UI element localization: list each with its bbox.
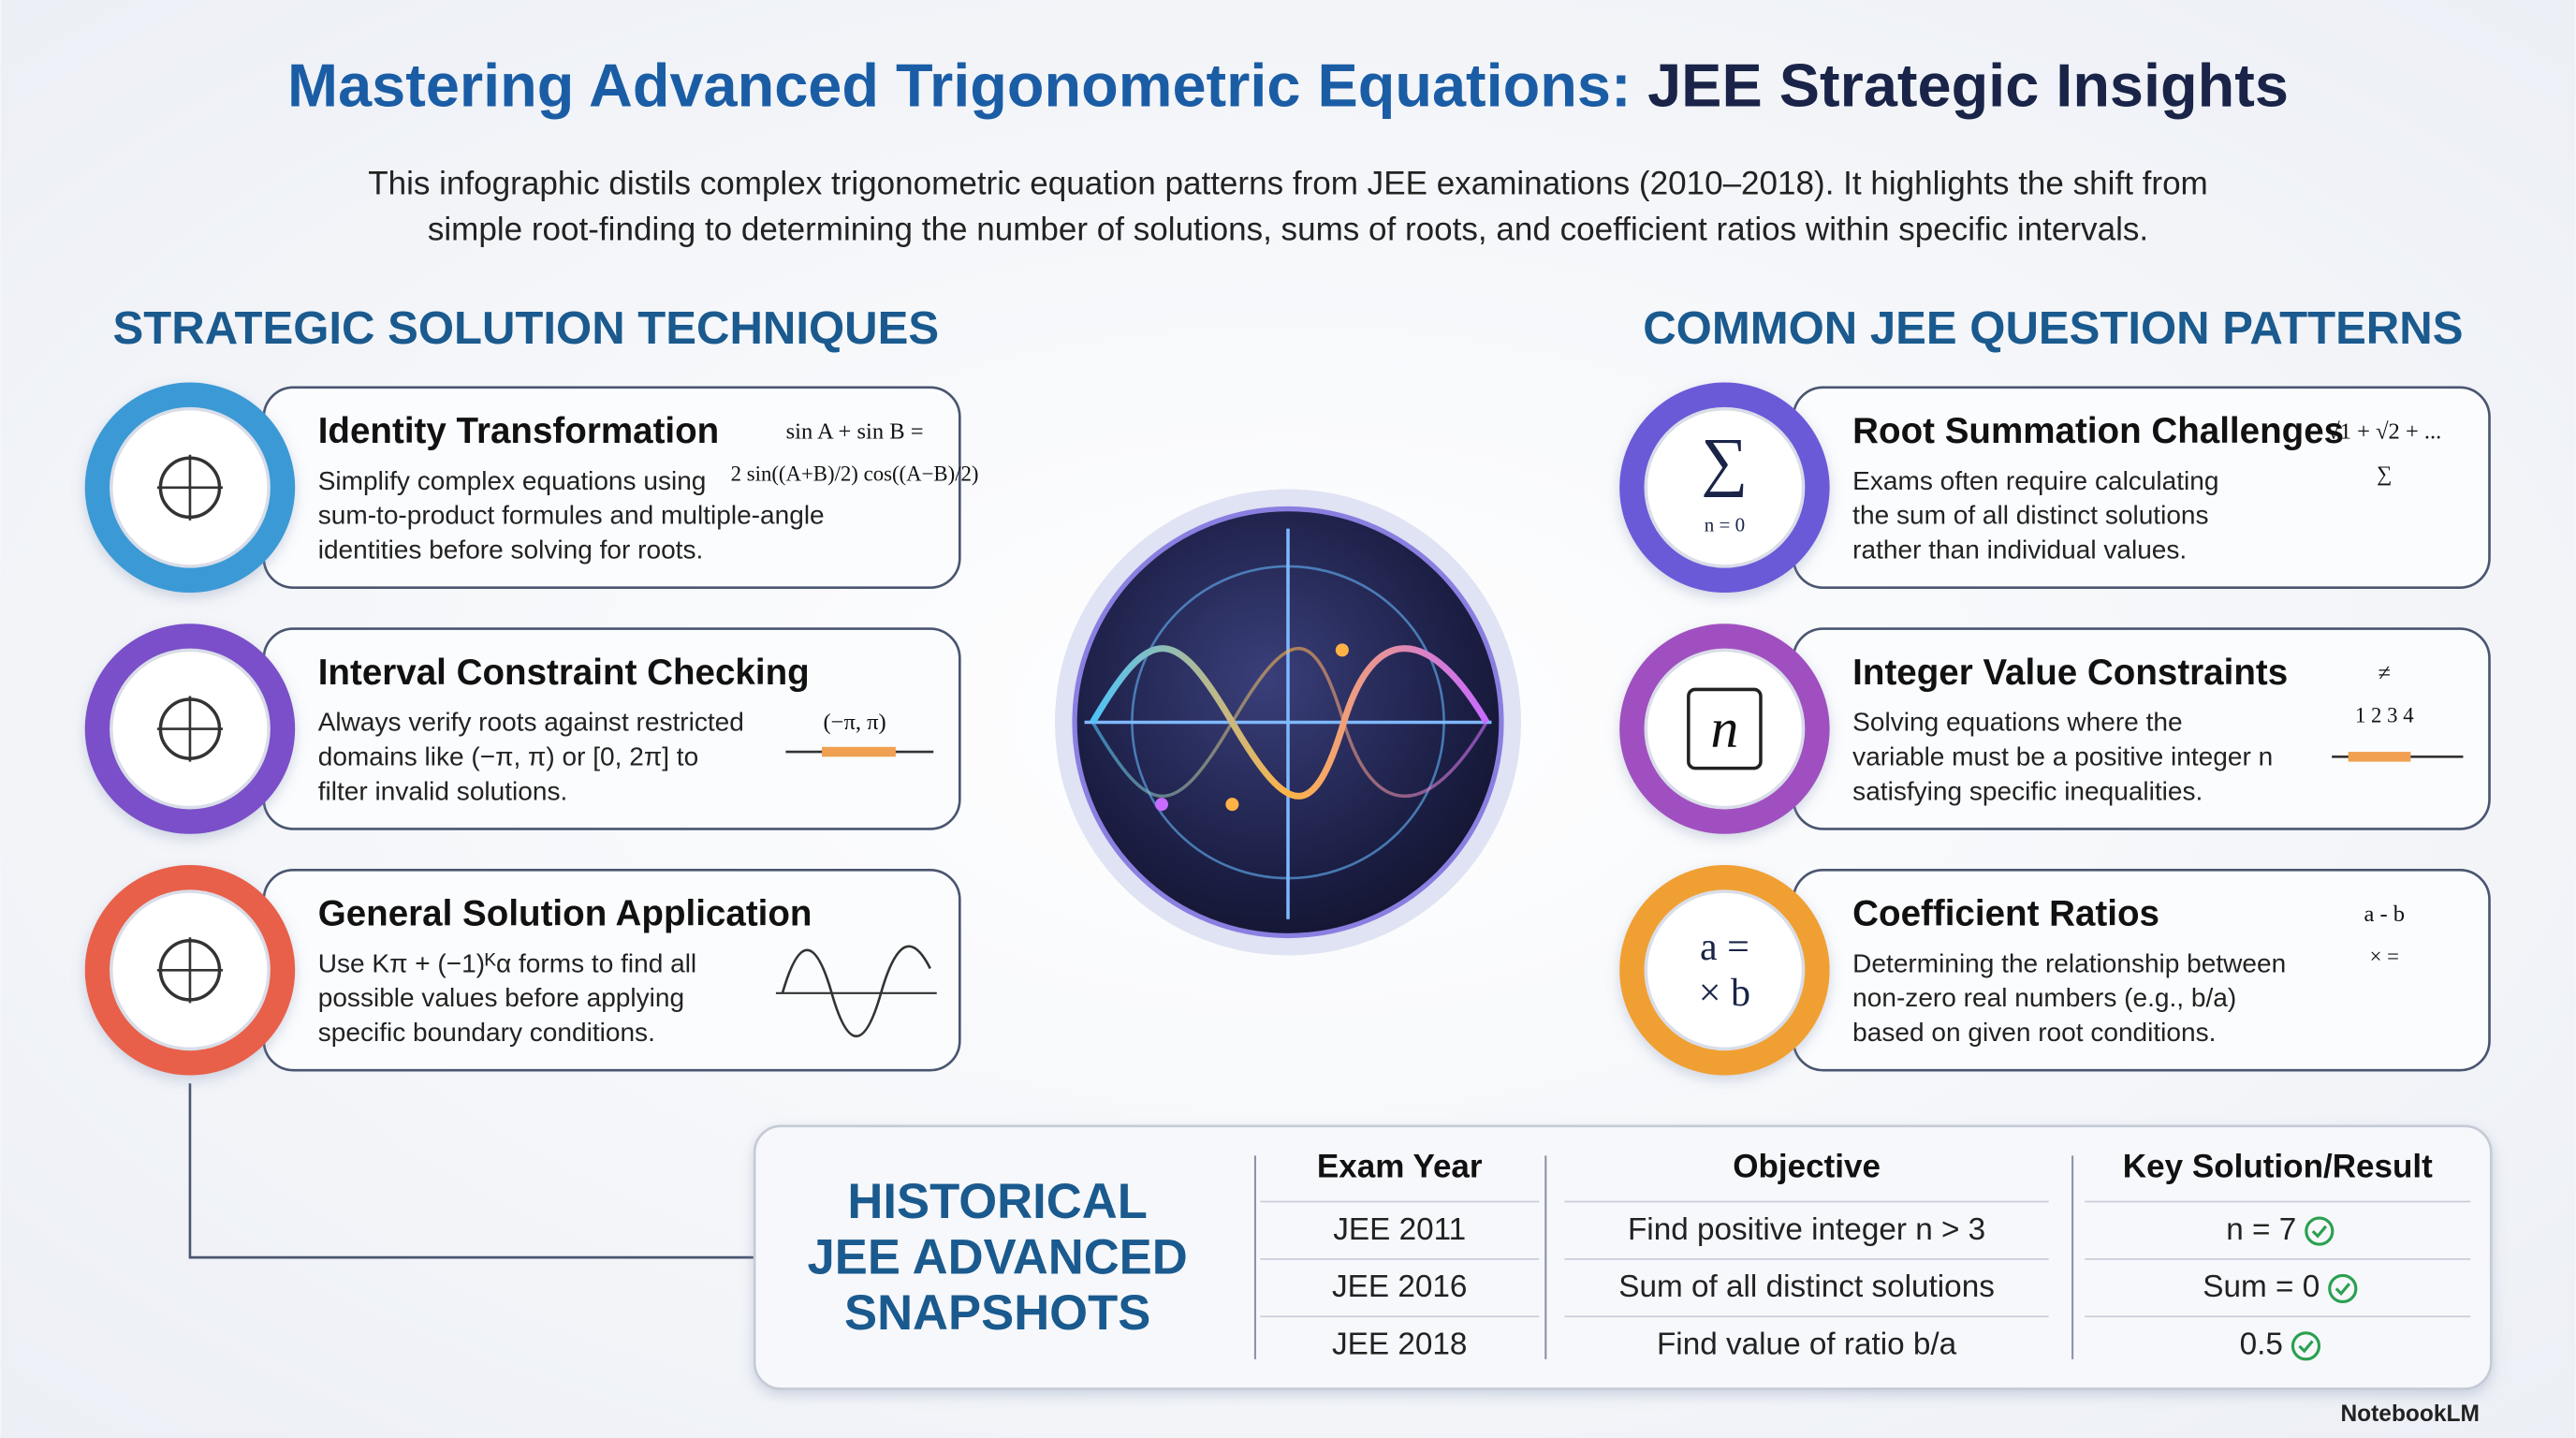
check-icon [2311,1225,2328,1239]
card-icon-face [1644,406,1806,568]
interval-highlight [822,746,896,757]
icon-frame [1687,687,1763,770]
column-header: Exam Year [1317,1149,1483,1185]
check-icon [2328,1273,2358,1304]
table-title: JEE ADVANCED [808,1230,1188,1285]
card-formula: a - b [2364,902,2405,927]
icon-text: n = 0 [1705,514,1745,536]
card-text: identities before solving for roots. [318,536,704,565]
table-cell: Find positive integer n > 3 [1628,1212,1985,1247]
card-text: Use Kπ + (−1)ᴷα forms to find all [318,948,696,977]
table-cell: Sum of all distinct solutions [1618,1269,1995,1304]
column-header: Objective [1733,1149,1881,1185]
connector [188,1083,755,1259]
card-icon-face [1644,889,1806,1051]
card-title: General Solution Application [318,894,812,934]
check-icon [2291,1331,2321,1361]
interval-highlight [2348,752,2411,762]
card-formula: 2 sin((A+B)/2) cos((A−B)/2) [731,462,979,486]
icon-text: n [1711,697,1739,758]
card-text: non-zero real numbers (e.g., b/a) [1852,983,2236,1012]
table-panel [753,1124,2493,1390]
card-formula: √1 + √2 + ... [2327,419,2441,445]
title-accent: JEE Strategic Insights [1647,51,2289,120]
table-cell: 0.5 [2240,1328,2283,1362]
card-text: the sum of all distinct solutions [1852,501,2208,530]
cards: Identity Transformation Simplify complex … [84,382,2491,1076]
card-formula: sin A + sin B = [786,419,924,445]
orb-wave [1090,647,1488,799]
icon-glyph [156,937,224,1004]
table-cell: JEE 2016 [1332,1269,1467,1304]
check-icon [2334,1283,2351,1297]
icon-glyph [156,454,224,521]
orb-wave [1090,645,1490,800]
card-text: variable must be a positive integer n [1852,741,2273,770]
table-title: SNAPSHOTS [844,1285,1150,1341]
table-cell: n = 7 [2226,1212,2296,1247]
card-text: domains like (−π, π) or [0, 2π] to [318,741,698,770]
card-title: Coefficient Ratios [1852,894,2159,934]
center-graphic [1055,489,1521,956]
card-title: Integer Value Constraints [1852,653,2288,693]
icon-text: ∑ [1701,426,1748,498]
card-text: rather than individual values. [1852,536,2187,565]
card-title: Root Summation Challenges [1852,411,2344,451]
section-heading: STRATEGIC SOLUTION TECHNIQUES [113,303,940,354]
table-cell: JEE 2018 [1332,1328,1467,1362]
card-formula: × = [2370,945,2399,968]
intro-line: This infographic distils complex trigono… [368,165,2208,201]
card-formula: 1 2 3 4 [2355,703,2414,726]
card-title: Interval Constraint Checking [318,653,810,693]
card-formula: ∑ [2377,462,2392,486]
orb-dot [1335,643,1349,657]
card-text: filter invalid solutions. [318,776,568,805]
title: Mastering Advanced Trigonometric Equatio… [287,51,2289,120]
wave-sketch [781,945,931,1037]
icon-text: × b [1699,972,1750,1015]
table-cell: Find value of ratio b/a [1657,1328,1957,1362]
orb-dot [1225,798,1239,812]
card-text: Determining the relationship between [1852,948,2286,977]
card-text: Simplify complex equations using [318,466,707,495]
brand: NotebookLM [2340,1401,2480,1427]
card-text: satisfying specific inequalities. [1852,776,2203,805]
icon-glyph [156,696,224,762]
card-text: Exams often require calculating [1852,466,2218,495]
intro-line: simple root-finding to determining the n… [428,211,2148,247]
card-formula: (−π, π) [823,710,886,735]
card-text: based on given root conditions. [1852,1018,2216,1047]
title-main: Mastering Advanced Trigonometric Equatio… [287,51,1632,120]
card-text: possible values before applying [318,983,684,1012]
card-formula: ≠ [2378,660,2391,685]
icon-text: a = [1700,926,1749,969]
check-icon [2305,1216,2334,1246]
card-title: Identity Transformation [318,411,720,451]
column-header: Key Solution/Result [2123,1149,2433,1185]
card-icon-face [1644,648,1806,810]
orb-dot [1154,798,1168,812]
table-cell: Sum = 0 [2203,1269,2320,1304]
section-heading: COMMON JEE QUESTION PATTERNS [1643,303,2463,354]
card-text: sum-to-product formules and multiple-ang… [318,501,825,530]
card-text: Always verify roots against restricted [318,708,744,737]
card-text: Solving equations where the [1852,708,2182,737]
check-icon [2298,1340,2314,1354]
table-cell: JEE 2011 [1333,1212,1466,1247]
table-title: HISTORICAL [847,1174,1147,1229]
card-text: specific boundary conditions. [318,1018,655,1047]
